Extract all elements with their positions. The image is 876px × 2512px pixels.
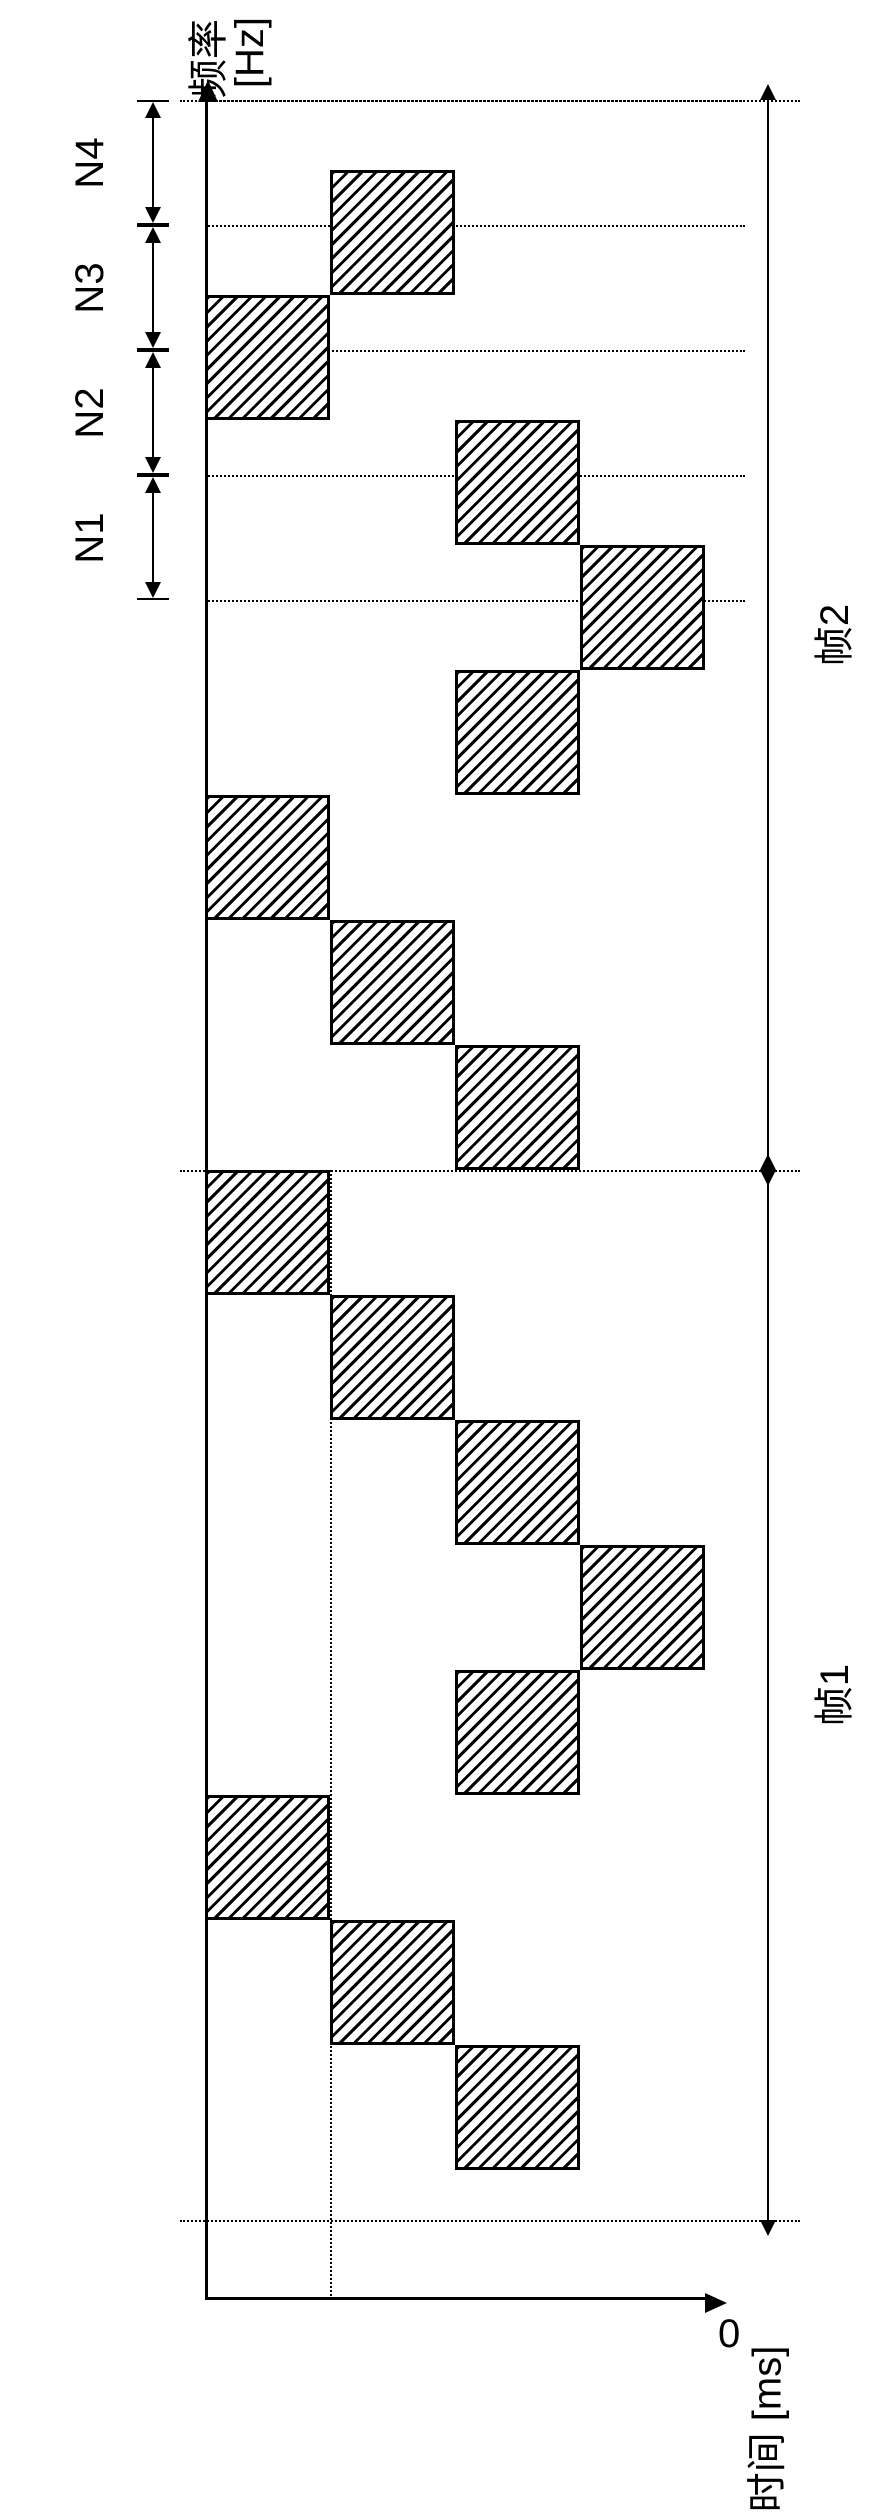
resource-block [455, 1420, 580, 1545]
row-label: N2 [68, 387, 113, 438]
resource-block [455, 2045, 580, 2170]
row-label: N4 [68, 137, 113, 188]
resource-block [205, 295, 330, 420]
gridline-row [205, 225, 745, 227]
resource-block [455, 1670, 580, 1795]
row-bracket-n1: N1 [125, 475, 185, 600]
x-axis-arrow-icon [705, 2293, 727, 2313]
resource-block [330, 920, 455, 1045]
frame-divider [180, 2220, 800, 2222]
row-bracket-n4: N4 [125, 100, 185, 225]
resource-block [580, 545, 705, 670]
frame-label: 帧2 [802, 604, 860, 666]
resource-block [330, 1295, 455, 1420]
resource-block [580, 1545, 705, 1670]
resource-block [330, 1920, 455, 2045]
resource-block [455, 1045, 580, 1170]
row-bracket-n2: N2 [125, 350, 185, 475]
y-axis-label-line2: [Hz] [228, 17, 273, 88]
origin-label: 0 [718, 2312, 740, 2357]
resource-block [330, 170, 455, 295]
resource-block [455, 420, 580, 545]
resource-block [455, 670, 580, 795]
row-label: N3 [68, 262, 113, 313]
row-label: N1 [68, 512, 113, 563]
resource-block [205, 1795, 330, 1920]
resource-block [205, 1170, 330, 1295]
x-axis-label: 时间 [ms] [734, 2346, 792, 2512]
y-axis-arrow-icon [198, 80, 218, 102]
resource-block [205, 795, 330, 920]
frame-label: 帧1 [802, 1664, 860, 1726]
frame-divider [180, 100, 800, 102]
time-frequency-diagram: 频率 [Hz] 时间 [ms] 0 N4 N3 N2 N1 帧1 帧2 [0, 0, 876, 2500]
row-bracket-n3: N3 [125, 225, 185, 350]
